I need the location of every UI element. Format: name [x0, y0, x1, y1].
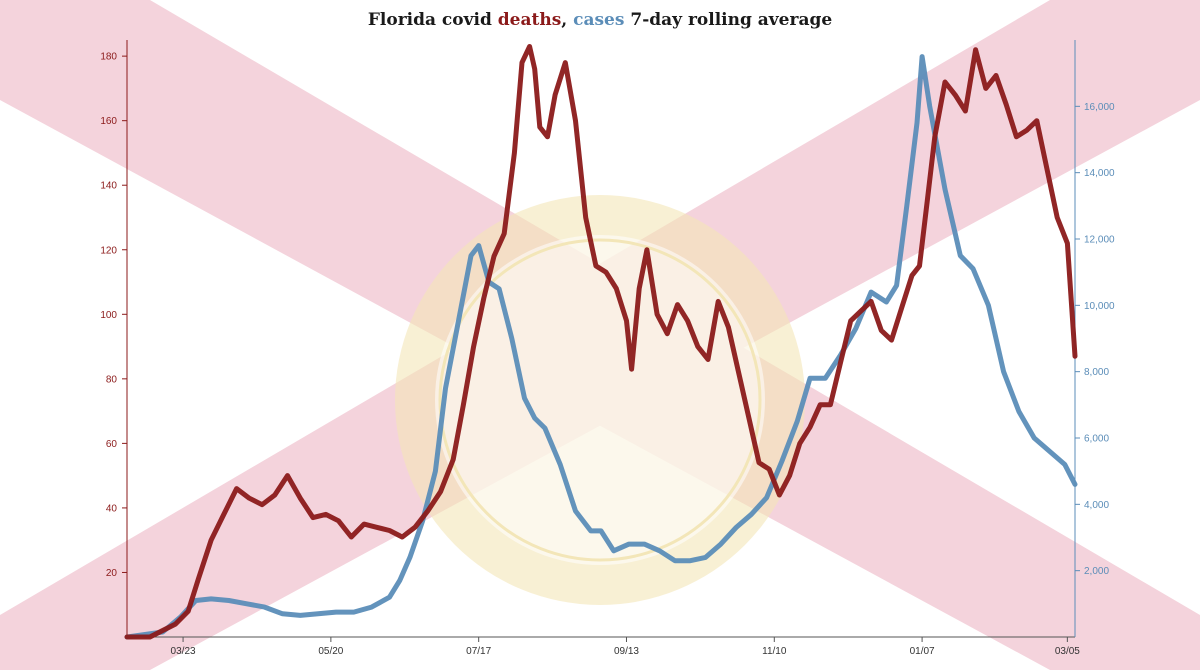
y-left-tick-label: 20 — [106, 568, 118, 579]
title-prefix: Florida covid — [368, 10, 498, 30]
y-left-tick-label: 160 — [100, 116, 117, 127]
y-left-tick-label: 40 — [106, 503, 118, 514]
y-right-tick-label: 8,000 — [1084, 367, 1109, 378]
x-tick-label: 07/17 — [466, 646, 491, 657]
y-left-tick-label: 80 — [106, 374, 118, 385]
title-suffix: 7-day rolling average — [624, 10, 832, 30]
title-deaths-word: deaths — [498, 10, 562, 30]
x-tick-label: 03/23 — [171, 646, 196, 657]
y-right-tick-label: 12,000 — [1084, 235, 1115, 246]
x-tick-label: 09/13 — [614, 646, 639, 657]
title-cases-word: cases — [573, 10, 624, 30]
chart-title: Florida covid deaths, cases 7-day rollin… — [368, 10, 833, 30]
y-axis-deaths: 20 40 60 80 100 120 140 160 180 — [100, 40, 128, 637]
cases-series-line — [124, 54, 1078, 640]
y-right-tick-label: 10,000 — [1084, 301, 1115, 312]
title-separator: , — [561, 10, 573, 30]
y-left-tick-label: 60 — [106, 439, 118, 450]
y-left-tick-label: 180 — [100, 52, 117, 63]
x-tick-label: 11/10 — [762, 646, 787, 657]
y-right-tick-label: 2,000 — [1084, 566, 1109, 577]
x-tick-label: 03/05 — [1055, 646, 1080, 657]
y-left-tick-label: 100 — [100, 310, 117, 321]
y-left-tick-label: 140 — [100, 181, 117, 192]
x-tick-label: 05/20 — [318, 646, 343, 657]
y-right-tick-label: 4,000 — [1084, 500, 1109, 511]
x-axis: 03/23 05/20 07/17 09/13 11/10 01/07 03/05 — [127, 636, 1080, 657]
y-left-tick-label: 120 — [100, 245, 117, 256]
y-right-tick-label: 14,000 — [1084, 168, 1115, 179]
state-seal — [395, 195, 805, 605]
y-right-tick-label: 6,000 — [1084, 434, 1109, 445]
x-tick-label: 01/07 — [910, 646, 935, 657]
deaths-series-line — [124, 44, 1078, 640]
y-right-tick-label: 16,000 — [1084, 102, 1115, 113]
